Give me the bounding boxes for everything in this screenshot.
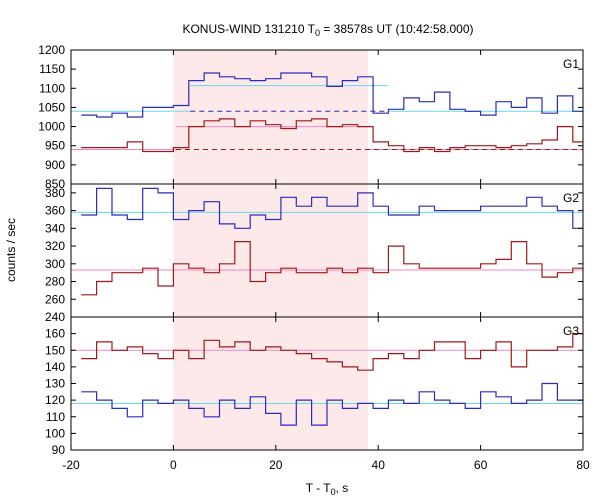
g1-series-blue — [81, 72, 583, 118]
axis-ticks: 8509009501000105011001150120024026028030… — [38, 43, 590, 472]
xtick-label: 20 — [269, 458, 283, 472]
g2-ytick-label: 300 — [45, 257, 65, 271]
g1-ytick-label: 1150 — [39, 62, 65, 76]
g1-ytick-label: 1000 — [38, 120, 65, 134]
g3-ytick-label: 110 — [46, 410, 65, 424]
count-series — [81, 72, 583, 426]
g2-ytick-label: 380 — [45, 186, 65, 200]
y-axis-label: counts / sec — [4, 218, 18, 282]
g1-ytick-label: 1050 — [38, 100, 65, 114]
g2-ytick-label: 360 — [45, 204, 65, 218]
g1-ytick-label: 1100 — [39, 81, 65, 95]
g3-ytick-label: 160 — [45, 327, 65, 341]
g2-ytick-label: 280 — [45, 275, 65, 289]
g1-ytick-label: 1200 — [38, 43, 65, 57]
xtick-label: 0 — [170, 458, 177, 472]
g2-ytick-label: 260 — [45, 292, 65, 306]
g1-ytick-label: 850 — [45, 177, 65, 191]
g1-series-red — [81, 118, 583, 153]
g2-series-red — [81, 241, 583, 296]
g3-ytick-label: 120 — [45, 393, 65, 407]
g3-series-blue — [81, 382, 583, 426]
shaded-interval — [173, 50, 368, 450]
g3-ytick-label: 150 — [45, 343, 65, 357]
g1-ytick-label: 950 — [45, 139, 65, 153]
g2-ytick-label: 240 — [45, 310, 65, 324]
xtick-label: 80 — [576, 458, 590, 472]
g3-ytick-label: 100 — [45, 426, 65, 440]
g1-panel-label: G1 — [563, 57, 579, 71]
xtick-label: 60 — [474, 458, 488, 472]
g1-ytick-label: 900 — [45, 158, 65, 172]
g3-ytick-label: 140 — [45, 360, 65, 374]
x-axis-label: T - T0, s — [306, 481, 349, 497]
burst-interval-shading — [173, 50, 368, 450]
g2-ytick-label: 340 — [45, 221, 65, 235]
g2-series-blue — [81, 187, 583, 229]
g3-panel-label: G3 — [563, 324, 579, 338]
chart-title: KONUS-WIND 131210 T0 = 38578s UT (10:42:… — [182, 22, 473, 38]
xtick-label: 40 — [372, 458, 386, 472]
xtick-label: -20 — [62, 458, 80, 472]
g3-ytick-label: 130 — [45, 377, 65, 391]
g2-ytick-label: 320 — [45, 239, 65, 253]
g2-panel-label: G2 — [563, 191, 579, 205]
g3-ytick-label: 90 — [52, 443, 66, 457]
g3-series-red — [81, 333, 583, 371]
